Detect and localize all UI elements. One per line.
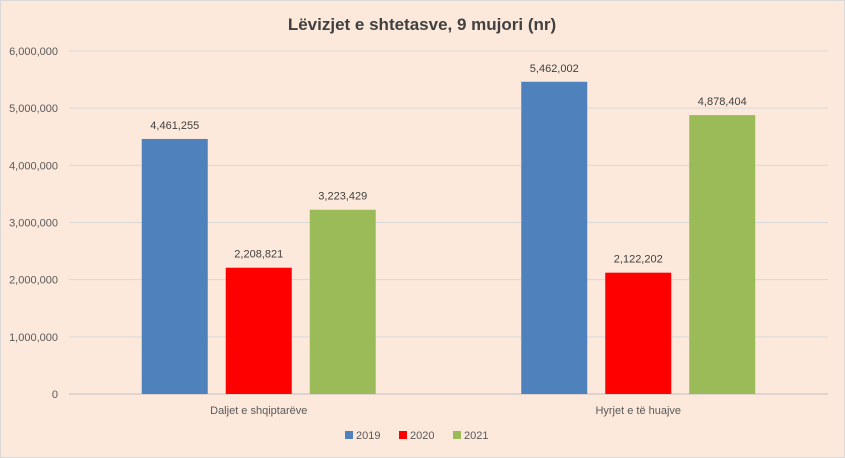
- chart-title: Lëvizjet e shtetasve, 9 mujori (nr): [288, 15, 556, 34]
- category-label: Hyrjet e të huajve: [595, 405, 681, 417]
- y-tick-label: 2,000,000: [9, 275, 58, 287]
- data-label: 4,878,404: [698, 96, 747, 108]
- legend-label-2020: 2020: [410, 430, 434, 442]
- bar-2020-1: [225, 267, 292, 394]
- y-tick-label: 0: [52, 389, 58, 401]
- data-label: 2,208,821: [234, 249, 283, 261]
- legend-swatch-2020: [399, 431, 407, 439]
- legend-label-2021: 2021: [464, 430, 488, 442]
- y-tick-label: 6,000,000: [9, 46, 58, 58]
- legend: 2019 2020 2021: [345, 430, 488, 442]
- bars: [141, 81, 756, 394]
- y-tick-label: 3,000,000: [9, 218, 58, 230]
- data-label: 5,462,002: [530, 63, 579, 75]
- legend-swatch-2021: [453, 431, 461, 439]
- y-axis-ticks: 0 1,000,000 2,000,000 3,000,000 4,000,000 5,0…: [9, 46, 58, 401]
- data-label: 3,223,429: [318, 191, 367, 203]
- legend-swatch-2019: [345, 431, 353, 439]
- data-label: 4,461,255: [150, 120, 199, 132]
- category-label: Daljet e shqiptarëve: [210, 405, 307, 417]
- data-label: 2,122,202: [614, 254, 663, 266]
- bar-2019-2: [521, 81, 588, 394]
- y-tick-label: 5,000,000: [9, 103, 58, 115]
- y-tick-label: 4,000,000: [9, 160, 58, 172]
- bar-2019-1: [141, 138, 208, 394]
- bar-2021-1: [309, 209, 376, 394]
- x-axis-categories: Daljet e shqiptarëve Hyrjet e të huajve: [210, 405, 681, 417]
- bar-2021-2: [689, 115, 756, 394]
- legend-label-2019: 2019: [356, 430, 380, 442]
- bar-2020-2: [605, 272, 672, 394]
- data-labels: 4,461,255 2,208,821 3,223,429 5,462,002 2,12…: [150, 63, 746, 266]
- y-tick-label: 1,000,000: [9, 332, 58, 344]
